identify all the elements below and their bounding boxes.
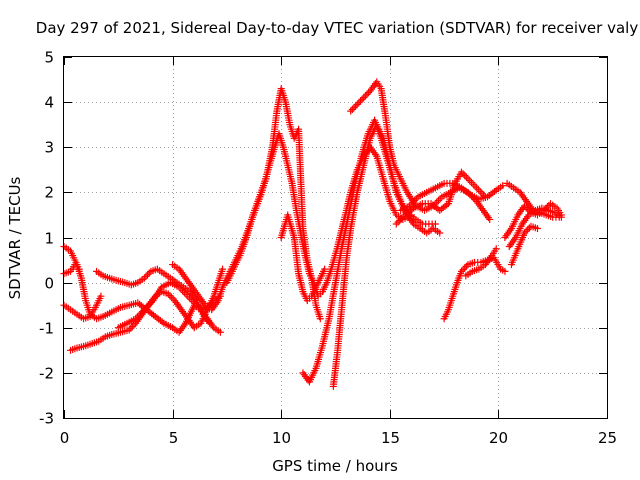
series-trace-14: [392, 168, 489, 228]
data-point: [164, 290, 172, 298]
data-point: [97, 292, 105, 300]
data-marker: [145, 269, 153, 277]
data-marker: [350, 104, 358, 112]
chart-title: Day 297 of 2021, Sidereal Day-to-day VTE…: [36, 19, 639, 37]
y-tick-label: -1: [39, 320, 54, 338]
data-point: [436, 229, 444, 237]
data-point: [316, 315, 324, 323]
y-tick-label: 1: [44, 230, 54, 248]
data-point: [520, 229, 528, 237]
data-marker: [128, 323, 136, 331]
y-tick-label: -3: [39, 410, 54, 428]
data-point: [140, 274, 148, 282]
data-point: [555, 213, 563, 221]
data-marker: [462, 173, 470, 181]
series-trace-8: [223, 85, 324, 323]
series-trace-19: [503, 179, 563, 221]
data-point: [481, 193, 489, 201]
data-point: [492, 245, 500, 253]
x-tick-label: 20: [489, 429, 508, 447]
data-marker: [348, 105, 356, 113]
data-marker: [461, 264, 469, 272]
x-tick-label: 5: [169, 429, 179, 447]
data-marker: [476, 187, 484, 195]
data-point: [533, 224, 541, 232]
data-marker: [144, 271, 152, 279]
data-marker: [142, 272, 150, 280]
x-axis-label: GPS time / hours: [272, 457, 398, 475]
x-tick-label: 25: [598, 429, 617, 447]
series-trace-20: [507, 222, 541, 269]
data-point: [464, 175, 472, 183]
x-tick-label: 15: [381, 429, 400, 447]
series-trace-11: [329, 121, 439, 390]
data-marker: [525, 224, 533, 232]
data-point: [216, 328, 224, 336]
data-point: [206, 319, 214, 327]
data-point: [321, 265, 329, 273]
data-point: [392, 220, 400, 228]
data-marker: [361, 92, 369, 100]
series-trace-16: [462, 245, 500, 280]
series-trace-10: [299, 116, 444, 386]
data-point: [125, 326, 133, 334]
data-marker: [469, 180, 477, 188]
data-marker: [356, 97, 364, 105]
y-axis-label: SDTVAR / TECUs: [6, 176, 24, 299]
data-marker: [471, 182, 479, 190]
series-trace-5: [93, 265, 214, 327]
data-point: [360, 94, 368, 102]
data-marker: [459, 170, 467, 178]
data-marker: [355, 99, 363, 107]
data-marker: [466, 177, 474, 185]
data-point: [457, 168, 465, 176]
data-point: [219, 265, 227, 273]
data-marker: [467, 178, 475, 186]
y-tick-label: 5: [44, 49, 54, 67]
y-tick-label: 3: [44, 139, 54, 157]
data-marker: [168, 293, 176, 301]
y-tick-label: 0: [44, 275, 54, 293]
data-point: [501, 267, 509, 275]
series-trace-3: [60, 292, 105, 323]
data-marker: [462, 262, 470, 270]
data-marker: [166, 292, 174, 300]
series-trace-9: [277, 211, 329, 305]
y-tick-label: 2: [44, 184, 54, 202]
data-point: [457, 267, 465, 275]
data-point: [499, 182, 507, 190]
y-tick-label: -2: [39, 365, 54, 383]
data-marker: [524, 226, 532, 234]
data-point: [75, 265, 83, 273]
data-marker: [522, 227, 530, 235]
axis-ticks: 0 5 10 15 20 25 -3 -2 -1 0 1 2 3 4 5: [39, 49, 617, 448]
data-point: [486, 215, 494, 223]
y-tick-label: 4: [44, 94, 54, 112]
data-marker: [434, 196, 442, 204]
data-marker: [363, 90, 371, 98]
data-point: [353, 100, 361, 108]
data-marker: [358, 95, 366, 103]
series-trace-1: [60, 243, 224, 336]
data-point: [347, 107, 355, 115]
data-marker: [127, 324, 135, 332]
data-point: [473, 184, 481, 192]
x-tick-label: 0: [60, 429, 70, 447]
data-marker: [461, 171, 469, 179]
x-tick-label: 10: [272, 429, 291, 447]
data-marker: [459, 266, 467, 274]
plot-frame: [63, 56, 608, 419]
data-marker: [352, 102, 360, 110]
data-marks: [60, 78, 565, 390]
series-trace-15: [440, 254, 509, 323]
data-point: [431, 220, 439, 228]
